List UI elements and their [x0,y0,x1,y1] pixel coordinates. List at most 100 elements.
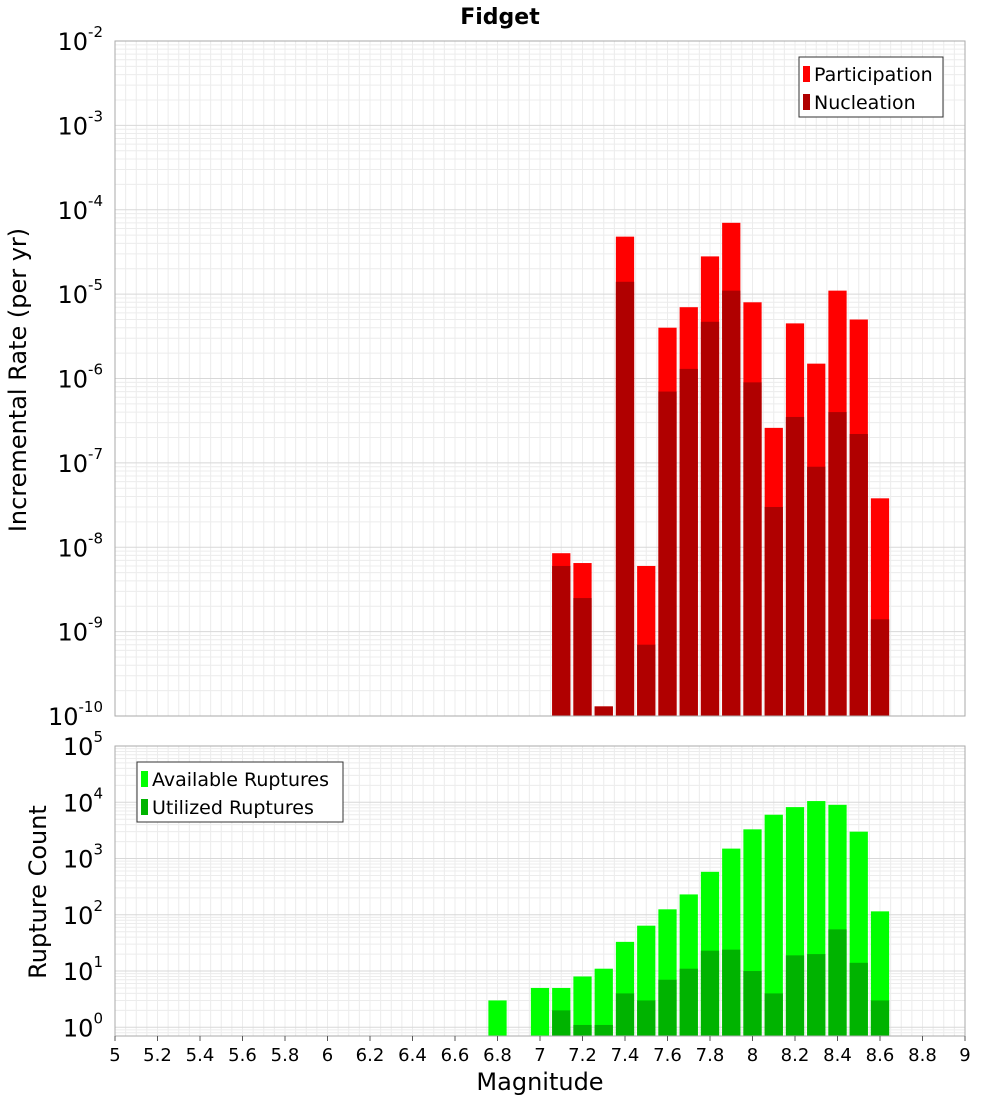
y-tick-base: 10 [57,450,88,478]
bar [700,321,720,716]
x-tick-label: 7.8 [696,1045,725,1066]
y-tick-base: 10 [63,958,94,986]
y-tick-label: 10-4 [57,192,103,225]
y-tick-exponent: 3 [93,841,103,859]
bar [594,968,613,1036]
bar [594,706,613,716]
x-tick-label: 5 [109,1045,120,1066]
bar [849,962,868,1036]
y-tick-base: 10 [63,789,94,817]
y-tick-exponent: -4 [88,192,103,210]
legend: Participation Nucleation [798,56,944,118]
y-tick-label: 10-8 [57,529,103,562]
x-tick-label: 7 [534,1045,545,1066]
y-tick-exponent: -3 [88,107,103,125]
bar [488,1000,507,1036]
y-tick-exponent: 5 [93,728,103,746]
y-tick-base: 10 [48,703,79,731]
y-tick-label: 10-5 [57,276,103,309]
y-tick-base: 10 [57,112,88,140]
series-1 [552,929,890,1036]
bar [849,433,868,716]
y-tick-exponent: -10 [79,698,104,716]
y-tick-label: 10-2 [57,23,103,56]
legend-box [136,761,344,823]
grid [114,41,966,717]
y-tick-label: 101 [63,953,103,986]
y-tick-label: 104 [63,784,103,817]
y-tick-label: 10-6 [57,361,103,394]
y-tick-exponent: -6 [88,361,103,379]
bar [764,814,783,1036]
bar [807,466,826,716]
y-tick-label: 10-9 [57,614,103,647]
x-tick-label: 6.4 [398,1045,427,1066]
bar [785,416,805,716]
bar [679,968,698,1036]
bar [828,929,847,1036]
y-tick-label: 100 [63,1009,103,1042]
top-y-axis-label: Incremental Rate (per yr) [4,228,32,532]
bottom-y-axis-label: Rupture Count [24,805,52,979]
x-tick-label: 5.2 [143,1045,172,1066]
x-tick-label: 7.6 [653,1045,682,1066]
bar [722,949,741,1036]
y-tick-base: 10 [63,846,94,874]
y-tick-exponent: -9 [88,614,103,632]
y-tick-exponent: 2 [93,897,103,915]
bar [573,1024,592,1036]
x-tick-label: 8.6 [866,1045,895,1066]
x-tick-label: 7.4 [611,1045,640,1066]
x-tick-label: 6 [322,1045,333,1066]
bar [658,391,677,716]
x-tick-label: 8.4 [823,1045,852,1066]
y-tick-label: 10-7 [57,445,103,478]
y-tick-base: 10 [57,534,88,562]
x-tick-label: 9 [959,1045,970,1066]
y-tick-exponent: 4 [93,784,103,802]
legend-swatch [803,66,810,82]
chart-title: Fidget [460,5,540,30]
bar [637,1000,656,1036]
y-tick-exponent: -5 [88,276,103,294]
bar [552,565,571,716]
top-panel: 10-1010-910-810-710-610-510-410-310-2Par… [48,23,966,731]
x-tick-label: 8.2 [781,1045,810,1066]
legend-label: Utilized Ruptures [152,797,314,819]
legend-swatch [141,799,148,815]
y-tick-base: 10 [57,366,88,394]
legend-box [798,56,944,118]
legend-label: Participation [814,64,933,86]
bar [615,993,635,1036]
y-tick-label: 102 [63,897,103,930]
y-tick-exponent: -7 [88,445,103,463]
bar [658,979,677,1036]
bar [530,987,550,1036]
y-tick-exponent: -2 [88,23,103,41]
y-tick-base: 10 [57,281,88,309]
series-1 [552,281,890,716]
x-tick-label: 6.6 [441,1045,470,1066]
legend-swatch [141,771,148,787]
y-tick-base: 10 [63,902,94,930]
bar [870,619,890,716]
x-tick-label: 5.4 [186,1045,215,1066]
bar [870,1000,890,1036]
y-tick-base: 10 [57,197,88,225]
x-tick-label: 6.2 [356,1045,385,1066]
bar [637,644,656,716]
legend-swatch [803,94,810,110]
y-tick-label: 105 [63,728,103,761]
bar [573,598,592,716]
legend-label: Nucleation [814,92,916,114]
y-tick-base: 10 [57,28,88,56]
bar [700,950,720,1036]
bar [615,281,635,716]
bar [807,954,826,1036]
bar [594,1024,613,1036]
legend: Available Ruptures Utilized Ruptures [136,761,344,823]
bar [722,290,741,716]
bar [679,368,698,716]
